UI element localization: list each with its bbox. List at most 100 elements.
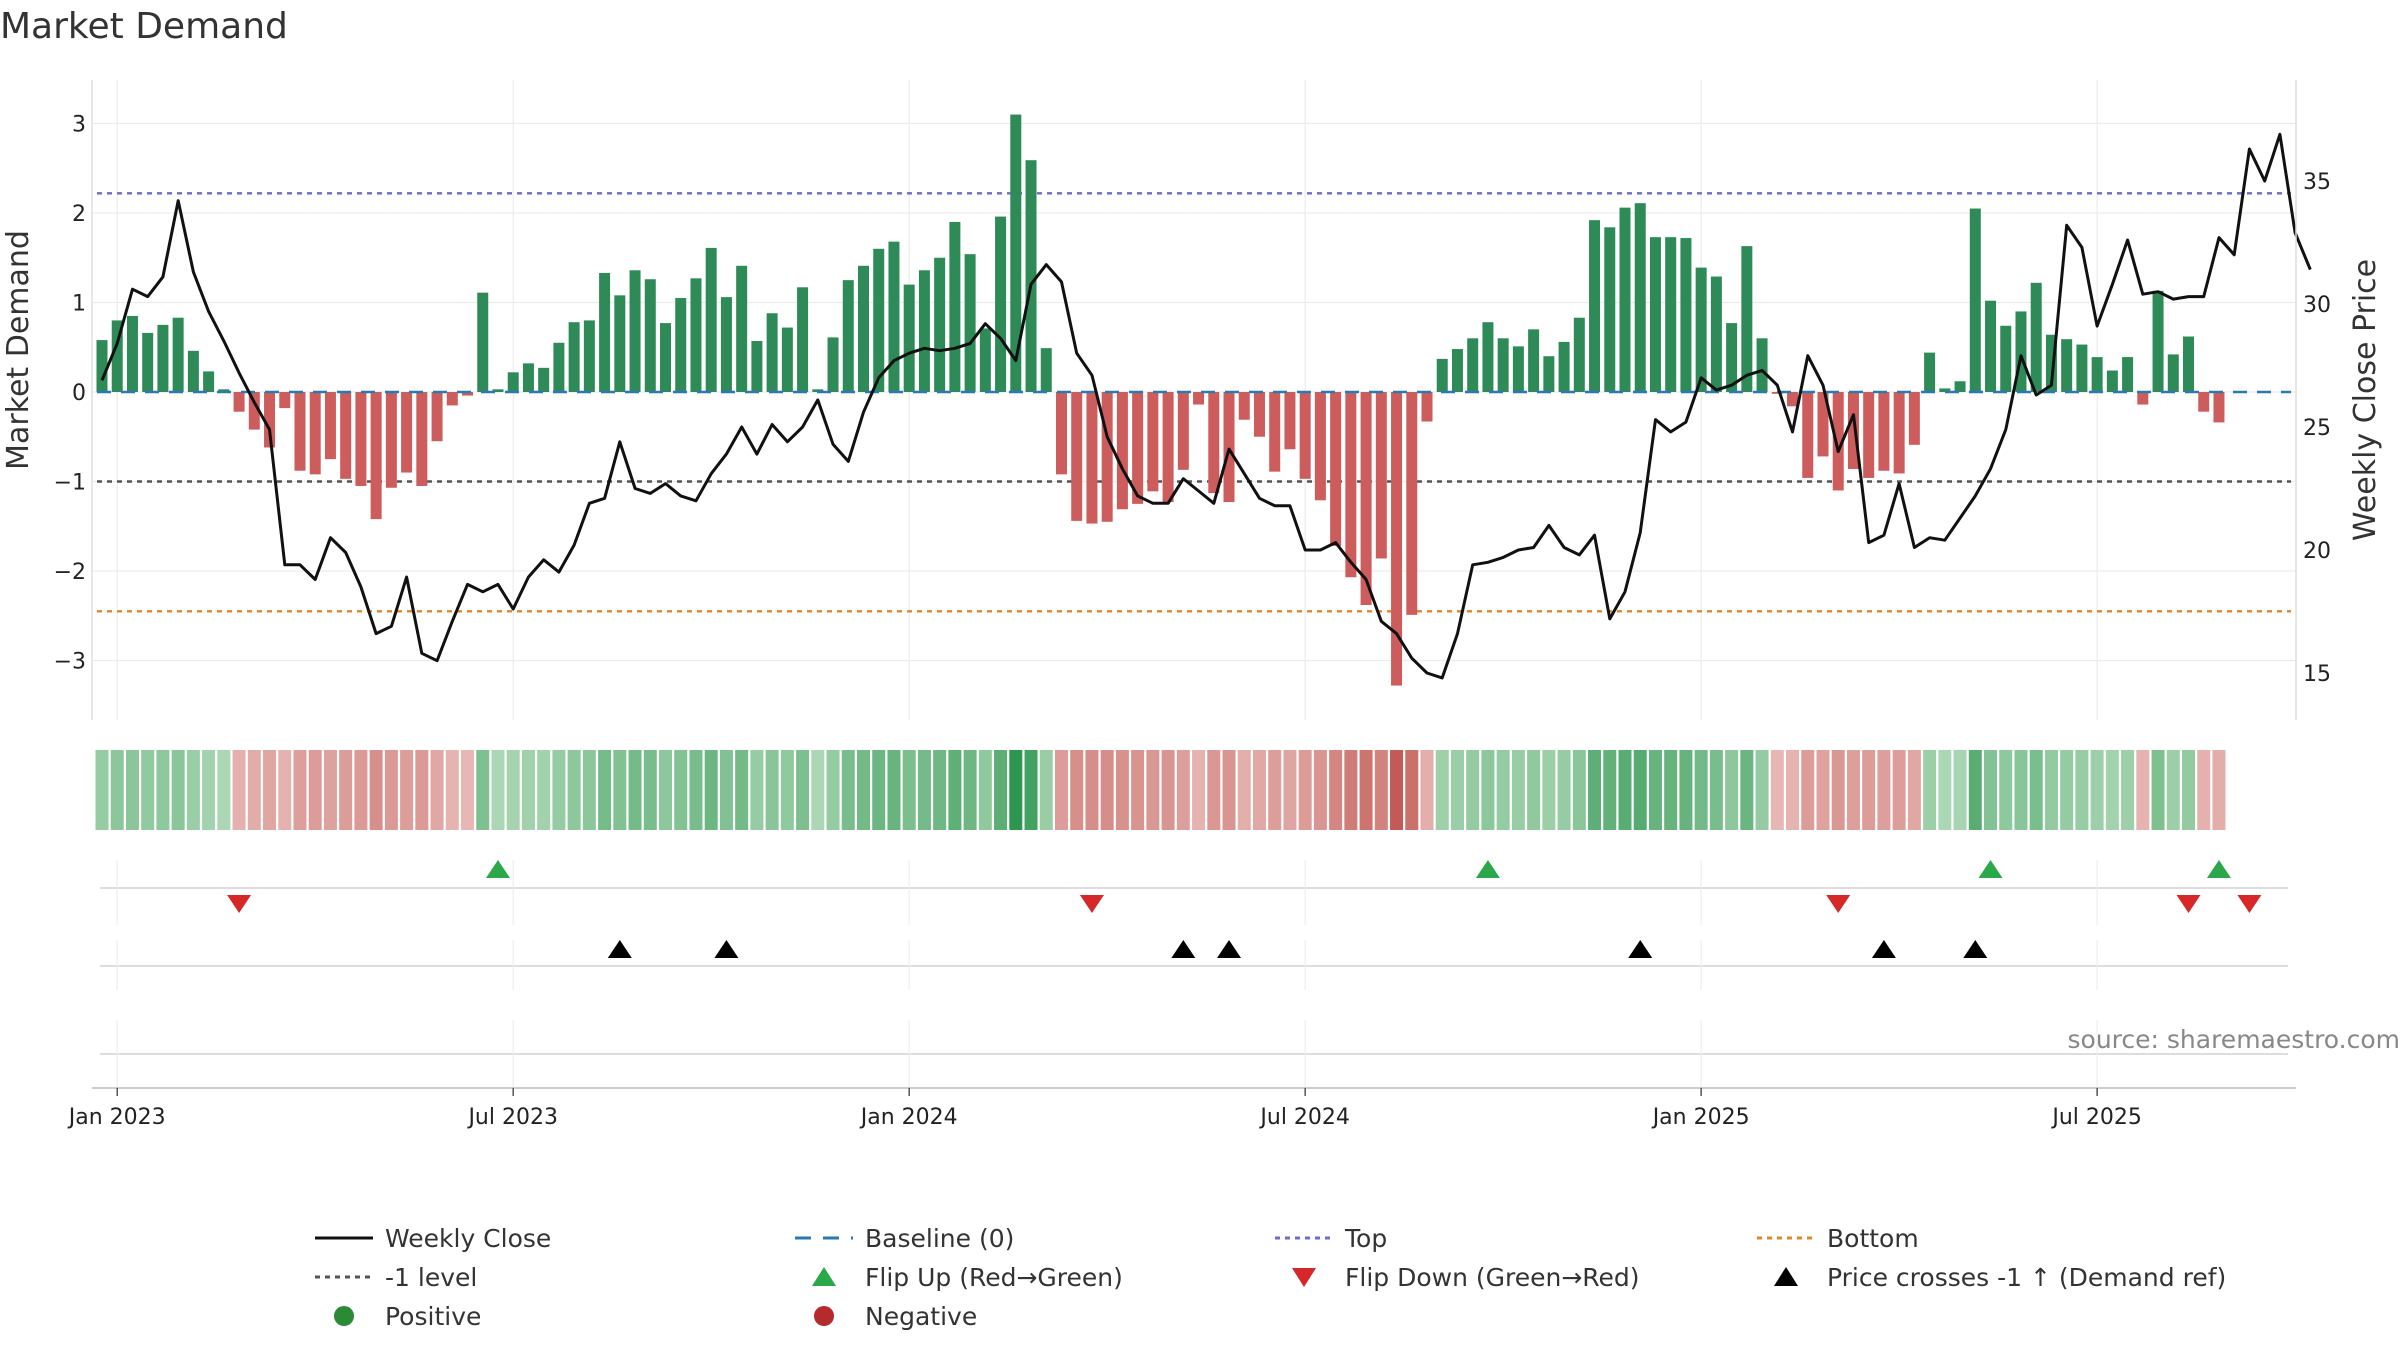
- flip-up-marker-3: [2206, 860, 2231, 878]
- strip-cell-79: [1298, 750, 1312, 830]
- legend-item-5-label: Flip Up (Red→Green): [865, 1263, 1123, 1292]
- demand-bar-88: [1436, 358, 1448, 392]
- demand-bar-20: [401, 392, 413, 473]
- strip-cell-40: [704, 750, 718, 830]
- demand-bar-42: [736, 265, 748, 392]
- strip-cell-16: [339, 750, 353, 830]
- strip-cell-11: [263, 750, 277, 830]
- strip-cell-136: [2166, 750, 2180, 830]
- demand-heat-strip: [95, 750, 2226, 830]
- y-tick-left-0: 3: [72, 113, 86, 138]
- demand-bar-97: [1573, 317, 1585, 392]
- demand-bar-135: [2152, 290, 2164, 392]
- x-tick-label-0: Jan 2023: [67, 1105, 166, 1130]
- demand-bar-2: [126, 315, 138, 392]
- strip-cell-115: [1846, 750, 1860, 830]
- demand-bar-26: [492, 389, 504, 392]
- strip-cell-122: [1953, 750, 1967, 830]
- y-tick-left-6: −3: [54, 650, 86, 675]
- strip-cell-48: [826, 750, 840, 830]
- demand-bar-43: [751, 340, 763, 392]
- demand-bar-139: [2213, 392, 2225, 423]
- strip-cell-102: [1648, 750, 1662, 830]
- y-tick-left-3: 0: [72, 381, 86, 406]
- strip-cell-30: [552, 750, 566, 830]
- strip-cell-111: [1786, 750, 1800, 830]
- strip-cell-74: [1222, 750, 1236, 830]
- demand-bar-8: [218, 389, 230, 392]
- strip-cell-27: [506, 750, 520, 830]
- demand-bar-118: [1893, 392, 1905, 474]
- demand-bar-7: [203, 371, 215, 392]
- demand-bar-10: [248, 392, 260, 430]
- demand-bar-101: [1634, 203, 1646, 392]
- strip-cell-20: [400, 750, 414, 830]
- demand-bar-116: [1863, 392, 1875, 478]
- strip-cell-46: [796, 750, 810, 830]
- strip-cell-110: [1770, 750, 1784, 830]
- y-tick-right-0: 35: [2303, 170, 2331, 195]
- demand-bar-71: [1177, 392, 1189, 470]
- x-tick-label-3: Jul 2024: [1258, 1105, 1350, 1130]
- demand-bar-45: [781, 327, 793, 392]
- strip-cell-88: [1435, 750, 1449, 830]
- demand-bar-53: [903, 284, 915, 392]
- strip-cell-117: [1877, 750, 1891, 830]
- demand-bar-102: [1649, 237, 1661, 392]
- y-tick-left-2: 1: [72, 292, 86, 317]
- demand-bar-59: [995, 216, 1007, 392]
- strip-cell-80: [1313, 750, 1327, 830]
- x-tick-label-5: Jul 2025: [2050, 1105, 2142, 1130]
- strip-cell-6: [186, 750, 200, 830]
- strip-cell-41: [719, 750, 733, 830]
- legend-item-2: Top: [1275, 1224, 1387, 1253]
- strip-cell-131: [2090, 750, 2104, 830]
- demand-bar-34: [614, 295, 626, 392]
- strip-cell-83: [1359, 750, 1373, 830]
- demand-bar-98: [1589, 220, 1601, 392]
- legend-item-9: Negative: [814, 1302, 977, 1331]
- demand-bar-125: [2000, 325, 2012, 392]
- legend-item-6: Flip Down (Green→Red): [1292, 1263, 1640, 1292]
- strip-cell-87: [1420, 750, 1434, 830]
- demand-bar-76: [1253, 392, 1265, 437]
- demand-bar-21: [416, 392, 428, 486]
- demand-bar-24: [462, 392, 474, 396]
- legend-item-1: Baseline (0): [795, 1224, 1014, 1253]
- legend-item-2-label: Top: [1344, 1224, 1387, 1253]
- demand-bar-54: [918, 270, 930, 392]
- demand-bar-75: [1238, 392, 1250, 420]
- legend-item-6-swatch: [1292, 1268, 1316, 1287]
- demand-bar-65: [1086, 392, 1098, 524]
- strip-cell-13: [293, 750, 307, 830]
- demand-bar-137: [2183, 336, 2195, 392]
- demand-bar-83: [1360, 392, 1372, 606]
- strip-cell-39: [689, 750, 703, 830]
- strip-cell-14: [308, 750, 322, 830]
- strip-cell-26: [491, 750, 505, 830]
- y-tick-right-4: 15: [2303, 662, 2331, 687]
- strip-cell-139: [2212, 750, 2226, 830]
- strip-cell-68: [1131, 750, 1145, 830]
- y-tick-right-3: 20: [2303, 539, 2331, 564]
- strip-cell-24: [461, 750, 475, 830]
- demand-bar-131: [2091, 357, 2103, 392]
- flip-up-marker-0: [485, 860, 510, 878]
- strip-cell-66: [1100, 750, 1114, 830]
- demand-bar-57: [964, 254, 976, 392]
- demand-bar-11: [264, 392, 276, 448]
- demand-bar-72: [1193, 392, 1205, 405]
- source-credit: source: sharemaestro.com: [2068, 1025, 2400, 1054]
- strip-cell-95: [1542, 750, 1556, 830]
- strip-cell-99: [1603, 750, 1617, 830]
- demand-bar-128: [2045, 334, 2057, 392]
- legend-item-3-label: Bottom: [1827, 1224, 1919, 1253]
- demand-bar-62: [1040, 348, 1052, 392]
- demand-bar-4: [157, 324, 169, 392]
- demand-bar-77: [1269, 392, 1281, 472]
- weekly-close-line: [100, 132, 2312, 680]
- strip-cell-132: [2105, 750, 2119, 830]
- chart-title: Market Demand: [0, 6, 288, 47]
- strip-cell-52: [887, 750, 901, 830]
